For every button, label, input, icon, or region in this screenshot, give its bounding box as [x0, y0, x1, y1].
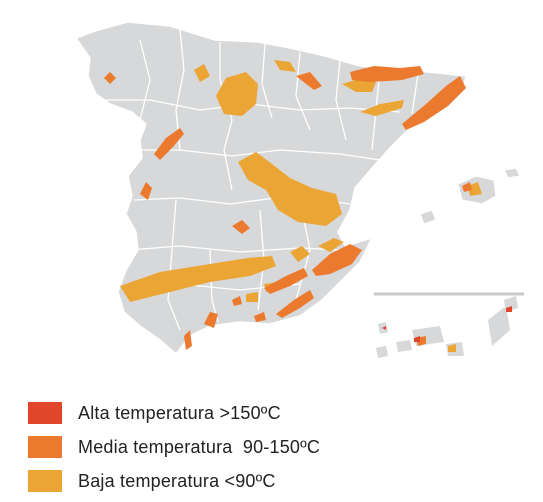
medium-zone	[312, 244, 362, 276]
legend-item-low: Baja temperatura <90ºC	[28, 464, 508, 498]
low-zone	[318, 238, 344, 252]
low-zone	[246, 292, 258, 302]
legend-label-high: Alta temperatura >150ºC	[78, 402, 281, 423]
medium-zone	[184, 330, 192, 350]
medium-zone	[204, 312, 218, 328]
high-zone	[382, 326, 386, 330]
medium-zone	[154, 128, 184, 160]
canary-island-4	[412, 326, 444, 346]
low-zone	[120, 256, 276, 302]
legend-item-medium: Media temperatura 90-150ºC	[28, 430, 508, 464]
medium-zone	[264, 268, 308, 294]
canary-island-2	[376, 346, 388, 358]
low-zone	[448, 344, 456, 352]
legend-swatch-high	[28, 402, 62, 424]
low-zone	[468, 182, 482, 196]
low-zone	[360, 100, 404, 116]
balearic-menorca	[503, 167, 521, 179]
spain-geothermal-map	[74, 21, 524, 358]
low-zone	[194, 64, 210, 82]
medium-zone	[232, 220, 250, 234]
medium-temperature-zones	[104, 66, 472, 350]
legend-item-high: Alta temperatura >150ºC	[28, 396, 508, 430]
medium-zone	[462, 182, 472, 192]
low-zone	[290, 246, 310, 262]
legend-label-low: Baja temperatura <90ºC	[78, 470, 276, 491]
balearic-ibiza	[419, 209, 437, 225]
low-zone	[274, 60, 296, 72]
low-zone	[238, 152, 342, 226]
canary-island-6	[488, 306, 510, 346]
low-zone	[216, 72, 258, 116]
medium-zone	[350, 66, 424, 82]
high-zone	[414, 336, 420, 342]
medium-zone	[296, 72, 322, 90]
legend-label-medium: Media temperatura 90-150ºC	[78, 436, 321, 457]
medium-zone	[402, 76, 466, 130]
high-temperature-zones	[382, 306, 512, 342]
medium-zone	[276, 290, 314, 318]
medium-zone	[232, 296, 242, 306]
medium-zone	[140, 182, 152, 200]
legend: Alta temperatura >150ºC Media temperatur…	[28, 396, 508, 498]
medium-zone	[104, 72, 116, 84]
low-temperature-zones	[120, 60, 482, 352]
legend-swatch-low	[28, 470, 62, 492]
canary-island-3	[396, 340, 412, 352]
high-zone	[506, 306, 512, 312]
medium-zone	[254, 312, 266, 322]
legend-swatch-medium	[28, 436, 62, 458]
